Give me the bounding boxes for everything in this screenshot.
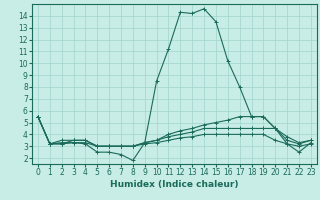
X-axis label: Humidex (Indice chaleur): Humidex (Indice chaleur) [110,180,239,189]
